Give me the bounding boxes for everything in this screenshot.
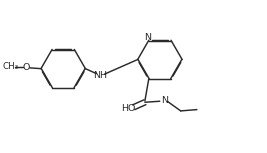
Text: CH₃: CH₃ bbox=[2, 62, 18, 71]
Text: N: N bbox=[144, 33, 151, 42]
Text: HO: HO bbox=[121, 104, 136, 113]
Text: N: N bbox=[161, 97, 168, 105]
Text: O: O bbox=[23, 63, 30, 72]
Text: NH: NH bbox=[93, 71, 107, 80]
